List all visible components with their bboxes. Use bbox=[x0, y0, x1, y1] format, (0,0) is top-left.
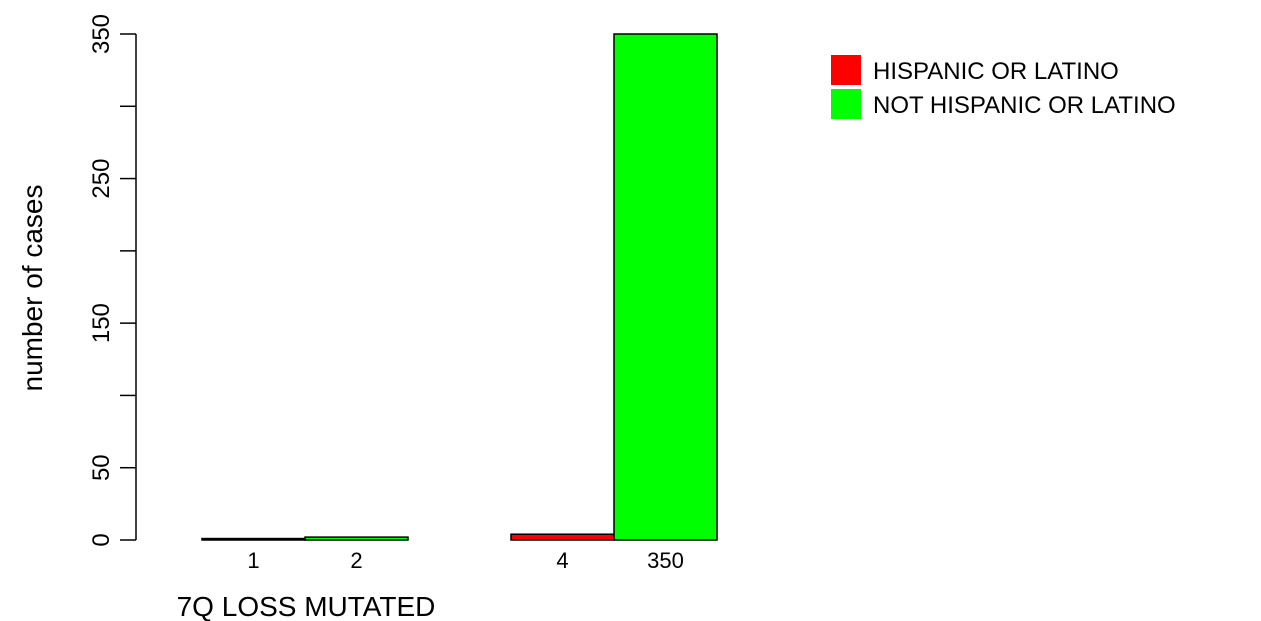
bar-value-label: 4 bbox=[556, 548, 568, 573]
bar-1-2 bbox=[304, 536, 409, 541]
bar-1-1 bbox=[201, 537, 306, 541]
x-axis-title: 7Q LOSS MUTATED bbox=[177, 591, 436, 621]
y-tick-label: 250 bbox=[88, 159, 115, 199]
bar-labels: 1 2 4 350 bbox=[247, 548, 683, 573]
legend-swatch bbox=[831, 89, 861, 119]
y-tick-label: 350 bbox=[88, 14, 115, 54]
y-tick-label: 50 bbox=[88, 454, 115, 481]
legend-swatch bbox=[831, 55, 861, 85]
y-axis-title: number of cases bbox=[17, 185, 48, 392]
bar-2-2 bbox=[613, 33, 718, 541]
y-axis: 0 50 150 250 350 bbox=[88, 14, 137, 547]
legend: HISPANIC OR LATINO NOT HISPANIC OR LATINO bbox=[831, 55, 1176, 119]
bar-value-label: 1 bbox=[247, 548, 259, 573]
bars bbox=[201, 33, 718, 541]
bar-value-label: 350 bbox=[647, 548, 684, 573]
legend-label: HISPANIC OR LATINO bbox=[873, 58, 1119, 85]
legend-label: NOT HISPANIC OR LATINO bbox=[873, 92, 1176, 119]
y-tick-label: 150 bbox=[88, 303, 115, 343]
y-tick-label: 0 bbox=[88, 533, 115, 546]
bar-2-1 bbox=[510, 533, 615, 541]
bar-value-label: 2 bbox=[350, 548, 362, 573]
